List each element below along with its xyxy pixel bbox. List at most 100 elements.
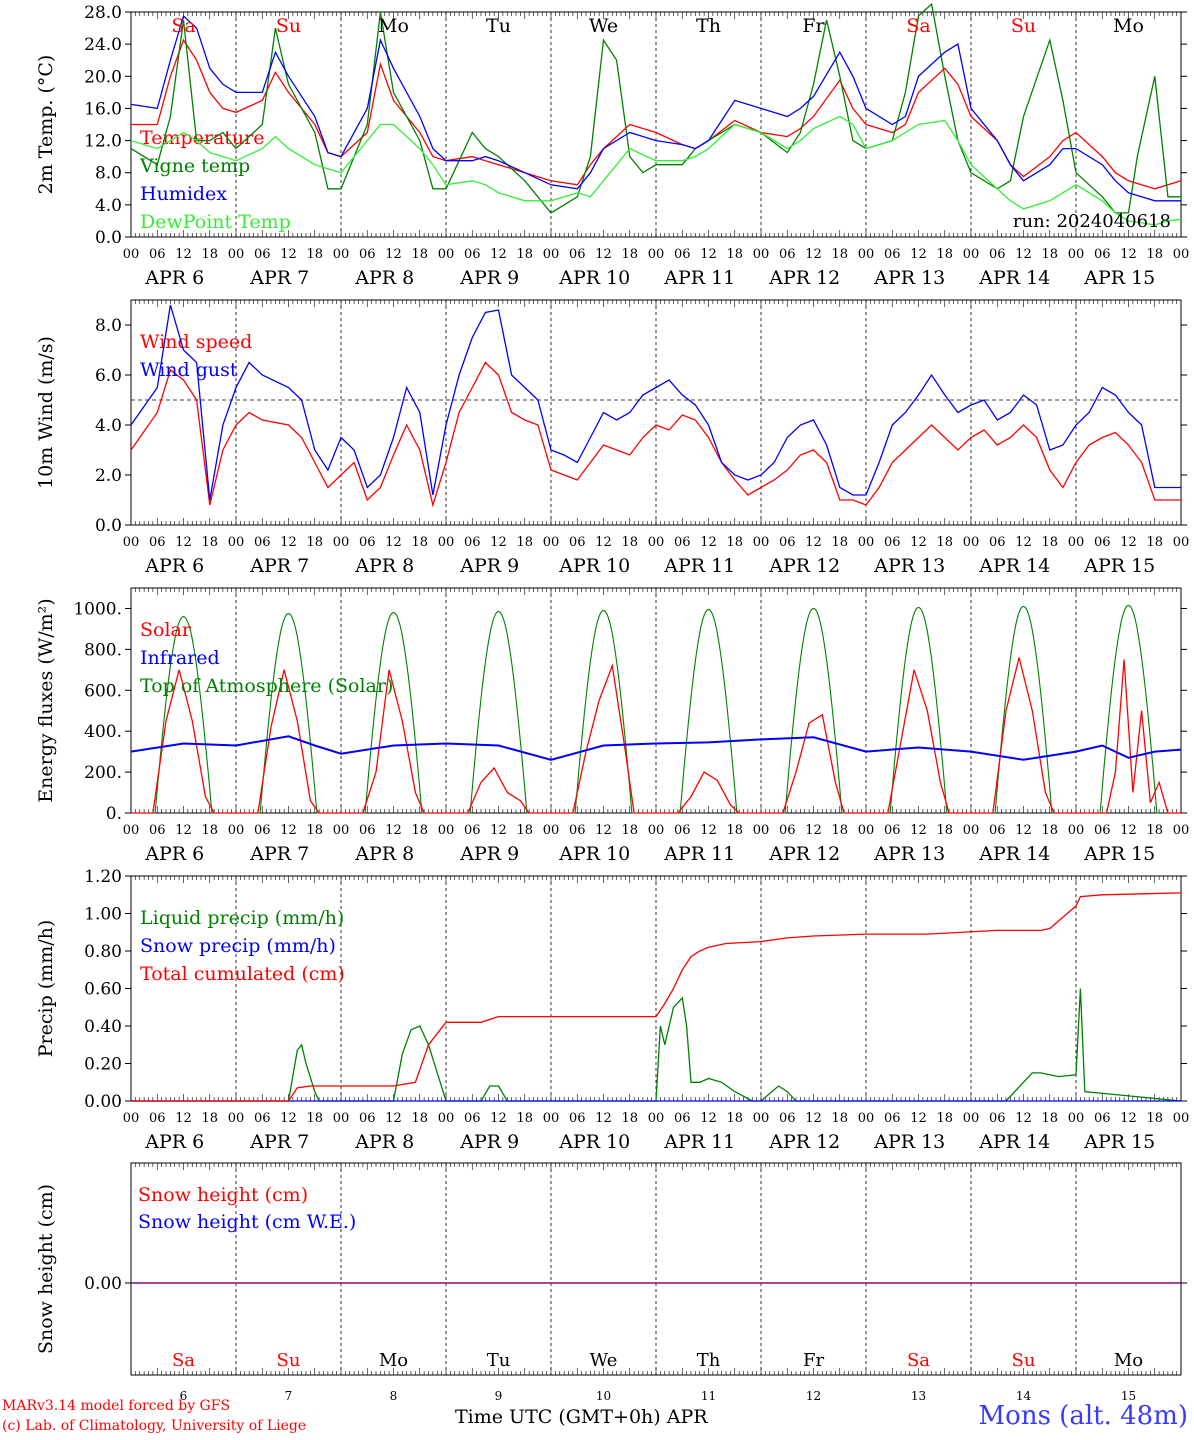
toa-solar-line [677,608,740,814]
precip-day-label: APR 8 [354,1131,414,1153]
energy-hour-label: 18 [411,823,428,838]
temp-hour-label: 00 [858,247,875,262]
wind-hour-label: 12 [910,535,927,550]
energy-day-label: APR 10 [558,843,630,865]
precip-legend-entry: Snow precip (mm/h) [140,935,336,957]
snow-weekday-label: Mo [1114,1350,1143,1371]
temp-hour-label: 12 [1015,247,1032,262]
energy-hour-label: 00 [123,823,140,838]
energy-hour-label: 06 [989,823,1006,838]
precip-y-tick-label: 0.20 [84,1055,122,1075]
temp-legend-entry: Vigne temp [139,155,250,177]
toa-solar-line [152,616,215,814]
temp-weekday-label: Th [696,15,721,37]
energy-hour-label: 00 [1068,823,1085,838]
temp-y-tick-label: 0.0 [95,228,122,248]
precip-day-label: APR 7 [249,1131,309,1153]
wind-hour-label: 00 [228,535,245,550]
energy-hour-label: 00 [438,823,455,838]
snow-day-number: 11 [701,1389,716,1403]
model-credit: MARv3.14 model forced by GFS [2,1398,231,1414]
wind-y-tick-label: 8.0 [95,316,122,336]
wind-hour-label: 00 [543,535,560,550]
temp-weekday-label: Su [276,15,301,37]
energy-hour-label: 18 [726,823,743,838]
temp-weekday-label: We [589,15,618,37]
precip-hour-label: 06 [569,1111,586,1126]
wind-y-tick-label: 4.0 [95,416,122,436]
temp-day-label: APR 15 [1083,267,1155,289]
wind-hour-label: 18 [726,535,743,550]
energy-day-label: APR 11 [663,843,735,865]
toa-solar-line [257,613,320,814]
wind-day-label: APR 12 [768,555,840,577]
snow-day-number: 13 [911,1389,926,1403]
temp-hour-label: 12 [175,247,192,262]
wind-y-tick-label: 6.0 [95,366,122,386]
energy-day-label: APR 15 [1083,843,1155,865]
energy-hour-label: 00 [333,823,350,838]
temp-hour-label: 12 [1120,247,1137,262]
toa-solar-line [992,605,1055,814]
energy-hour-label: 12 [490,823,507,838]
temp-hour-label: 00 [543,247,560,262]
energy-hour-label: 06 [884,823,901,838]
energy-hour-label: 06 [149,823,166,838]
snow-weekday-label: Fr [803,1350,824,1371]
precip-hour-label: 18 [1041,1111,1058,1126]
temp-hour-label: 18 [1041,247,1058,262]
wind-hour-label: 00 [333,535,350,550]
energy-hour-label: 06 [359,823,376,838]
wind-hour-label: 12 [805,535,822,550]
snow-day-number: 15 [1121,1389,1136,1403]
energy-series-line-solar [131,657,1181,814]
temp-plot-frame [130,11,1182,238]
toa-solar-line [887,606,950,814]
snow-day-number: 7 [285,1389,293,1403]
energy-y-tick-label: 400. [84,722,122,742]
energy-hour-label: 06 [464,823,481,838]
snow-day-number: 9 [495,1389,503,1403]
precip-day-label: APR 13 [873,1131,945,1153]
temp-hour-label: 00 [963,247,980,262]
energy-day-label: APR 7 [249,843,309,865]
energy-y-tick-label: 600. [84,681,122,701]
precip-day-label: APR 9 [459,1131,519,1153]
temp-hour-label: 12 [280,247,297,262]
wind-hour-label: 06 [359,535,376,550]
precip-hour-label: 00 [123,1111,140,1126]
precip-y-tick-label: 1.20 [84,867,122,887]
energy-legend-entry: Top of Atmosphere (Solar) [140,675,393,697]
energy-day-label: APR 8 [354,843,414,865]
wind-legend-entry: Wind gust [140,359,238,381]
wind-hour-label: 12 [1015,535,1032,550]
precip-hour-label: 00 [333,1111,350,1126]
temp-hour-label: 06 [359,247,376,262]
energy-hour-label: 12 [910,823,927,838]
precip-hour-label: 12 [1015,1111,1032,1126]
wind-day-label: APR 13 [873,555,945,577]
temp-hour-label: 12 [490,247,507,262]
energy-hour-label: 06 [779,823,796,838]
precip-hour-label: 12 [175,1111,192,1126]
location-title: Mons (alt. 48m) [978,1401,1188,1431]
precip-hour-label: 06 [1094,1111,1111,1126]
snow-weekday-label: Su [1012,1350,1036,1371]
temp-day-label: APR 6 [144,267,204,289]
temp-hour-label: 00 [1173,247,1190,262]
precip-hour-label: 06 [464,1111,481,1126]
snow-weekday-label: Sa [907,1350,930,1371]
wind-hour-label: 06 [989,535,1006,550]
temp-hour-label: 18 [201,247,218,262]
toa-solar-line [1097,604,1160,814]
precip-day-label: APR 12 [768,1131,840,1153]
temp-y-tick-label: 4.0 [95,196,122,216]
energy-day-label: APR 9 [459,843,519,865]
precip-hour-label: 06 [359,1111,376,1126]
energy-legend-entry: Infrared [140,647,220,669]
precip-hour-label: 00 [648,1111,665,1126]
wind-day-label: APR 14 [978,555,1050,577]
temp-day-label: APR 10 [558,267,630,289]
energy-hour-label: 12 [385,823,402,838]
